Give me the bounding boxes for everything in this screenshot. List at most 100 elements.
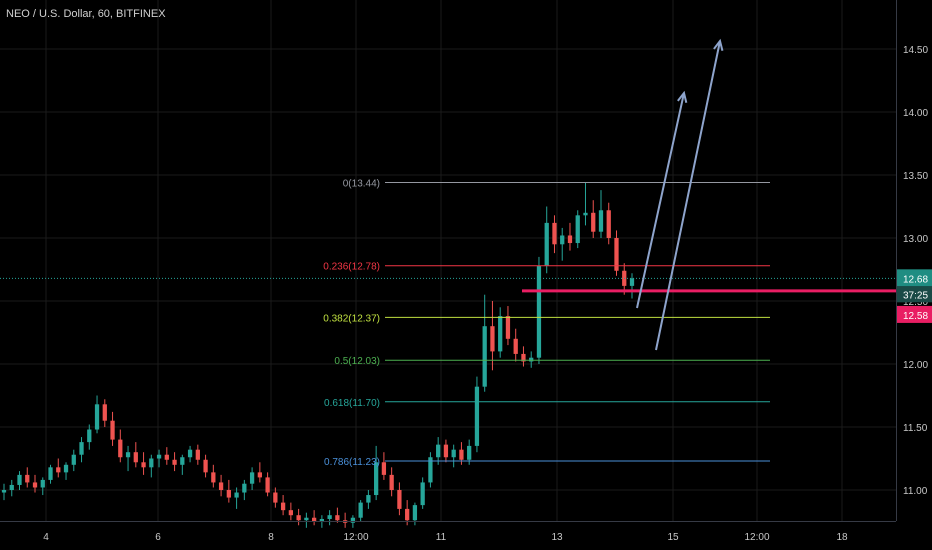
countdown-label: 37:25 <box>903 290 928 301</box>
candle-body <box>567 235 573 244</box>
time-tick-label: 12:00 <box>744 532 769 543</box>
candle-body <box>366 495 371 503</box>
candle-body <box>560 235 565 245</box>
candle-body <box>374 462 379 496</box>
candle-body <box>505 316 511 339</box>
candle-body <box>133 452 138 463</box>
time-tick-label: 18 <box>836 532 848 543</box>
support-line <box>0 277 896 293</box>
candle-body <box>118 439 123 458</box>
price-tick-label: 14.00 <box>903 108 928 119</box>
candle-body <box>280 502 286 511</box>
time-tick-label: 11 <box>436 532 447 543</box>
candle-body <box>172 459 177 465</box>
fib-level-label: 0.5(12.03) <box>334 356 380 367</box>
candle-body <box>203 459 208 473</box>
candle-body <box>521 353 526 362</box>
candle-body <box>583 212 588 216</box>
support-price-label: 12.58 <box>903 311 928 322</box>
candle-body <box>265 477 270 493</box>
candle-body <box>459 449 464 460</box>
candle-body <box>257 472 262 478</box>
time-tick-label: 12:00 <box>343 532 368 543</box>
candle-body <box>474 386 480 446</box>
time-tick-label: 6 <box>155 532 161 543</box>
candle-body <box>249 472 255 484</box>
candle-body <box>79 442 84 455</box>
chart-grid <box>0 0 896 521</box>
candle-body <box>498 316 503 352</box>
fib-level-label: 0.618(11.70) <box>324 398 380 409</box>
candle-body <box>335 515 340 521</box>
candle-body <box>350 517 356 523</box>
candle-body <box>420 482 425 506</box>
candle-body <box>552 222 557 245</box>
candle-body <box>94 404 100 430</box>
candle-body <box>25 474 30 483</box>
current-price-label: 12.68 <box>903 274 928 285</box>
fib-level-label: 0(13.44) <box>343 179 380 190</box>
candle-body <box>428 457 433 483</box>
candle-body <box>110 420 115 440</box>
price-axis-border <box>896 0 897 521</box>
projection-arrow-line <box>636 92 685 309</box>
candle-body <box>102 404 107 421</box>
time-axis[interactable]: 4 6 8 12:00 11 13 15 12:00 18 <box>43 532 848 543</box>
fib-level-label: 0.786(11.23) <box>324 457 380 468</box>
candle-body <box>87 429 92 443</box>
candle-body <box>327 515 332 519</box>
candle-body <box>311 517 317 522</box>
candle-body <box>288 510 293 516</box>
candle-body <box>149 458 154 468</box>
time-tick-label: 13 <box>551 532 563 543</box>
price-badges: 12.68 37:25 12.58 <box>897 269 932 323</box>
time-axis-border <box>0 521 896 522</box>
candle-body <box>125 452 131 458</box>
candle-body <box>218 482 224 490</box>
fib-level-label: 0.236(12.78) <box>323 262 380 273</box>
candle-body <box>575 215 580 244</box>
candle-body <box>482 326 487 387</box>
candle-body <box>195 449 200 460</box>
candle-body <box>32 482 38 488</box>
candle-body <box>17 474 22 485</box>
candle-body <box>467 445 472 460</box>
candle-body <box>296 515 301 521</box>
candle-body <box>40 479 45 488</box>
candle-body <box>226 490 231 498</box>
price-axis[interactable]: 11.00 11.50 12.00 12.50 13.00 13.50 14.00 14.50 <box>903 45 928 497</box>
time-tick-label: 15 <box>667 532 679 543</box>
candle-body <box>405 508 410 521</box>
projection-arrows <box>636 38 724 351</box>
countdown-badge <box>897 286 932 303</box>
candle-body <box>389 474 394 490</box>
candle-body <box>9 484 14 490</box>
candle-body <box>164 454 169 460</box>
fib-level-label: 0.382(12.37) <box>323 313 380 324</box>
candles <box>1 182 635 528</box>
candle-body <box>156 454 162 459</box>
candle-body <box>490 326 495 352</box>
candle-body <box>614 238 619 271</box>
price-tick-label: 11.00 <box>903 486 928 497</box>
candle-body <box>358 502 363 518</box>
projection-arrow-head <box>713 38 724 51</box>
candle-body <box>629 278 635 286</box>
symbol-title: NEO / U.S. Dollar, 60, BITFINEX <box>6 8 166 20</box>
price-tick-label: 13.50 <box>903 171 928 182</box>
candle-body <box>56 467 61 473</box>
candle-body <box>598 210 604 232</box>
candle-body <box>211 472 216 483</box>
price-tick-label: 12.00 <box>903 360 928 371</box>
fibonacci-levels: 0(13.44) 0.236(12.78) 0.382(12.37) 0.5(12.0… <box>323 179 770 468</box>
candle-body <box>63 464 69 473</box>
candle-body <box>451 449 456 458</box>
candle-body <box>513 338 518 354</box>
candle-body <box>443 444 449 458</box>
candle-body <box>397 490 402 509</box>
candle-body <box>304 517 309 521</box>
projection-arrow-line <box>655 40 721 351</box>
candle-body <box>242 483 247 493</box>
candle-body <box>536 265 542 358</box>
